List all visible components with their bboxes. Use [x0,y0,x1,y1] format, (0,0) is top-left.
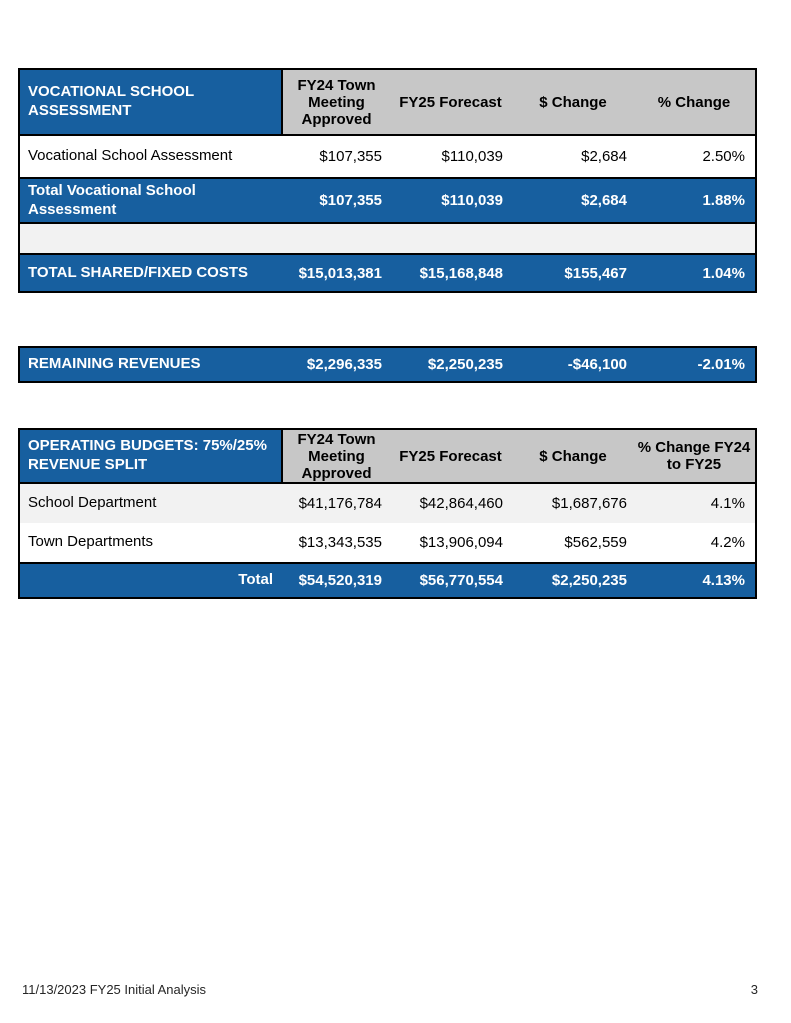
table-row: School Department $41,176,784 $42,864,46… [20,484,755,523]
spacer-row [20,222,755,253]
pct-change-value: 1.04% [702,264,745,282]
column-header-fy24: FY24 Town Meeting Approved [297,430,376,482]
row-label: REMAINING REVENUES [28,355,201,373]
table-header-row: VOCATIONAL SCHOOL ASSESSMENT FY24 Town M… [20,70,755,134]
page-number: 3 [750,982,758,997]
footer-left-text: 11/13/2023 FY25 Initial Analysis [22,982,207,997]
row-label: Total Vocational School Assessment [28,181,196,218]
fy24-value: $15,013,381 [298,264,382,282]
row-label: Vocational School Assessment [28,147,233,165]
pct-change-value: 2.50% [702,148,745,165]
pct-change-value: 1.88% [702,192,745,209]
row-label: TOTAL SHARED/FIXED COSTS [28,263,249,281]
fy24-value: $2,296,335 [306,356,382,373]
table-row: Vocational School Assessment $107,355 $1… [20,134,755,177]
column-header-dollar-change: $ Change [539,447,607,465]
pct-change-value: 4.13% [702,572,745,589]
column-header-dollar-change: $ Change [539,93,607,111]
fy25-value: $110,039 [441,192,503,209]
fy25-value: $56,770,554 [419,572,503,589]
table-title: VOCATIONAL SCHOOL ASSESSMENT [20,70,283,134]
fy24-value: $54,520,319 [298,572,382,589]
row-label: Town Departments [28,533,154,551]
dollar-change-value: $2,684 [581,192,627,209]
remaining-revenues-row: REMAINING REVENUES $2,296,335 $2,250,235… [18,346,757,383]
fy24-value: $13,343,535 [298,534,382,551]
fy25-value: $2,250,235 [427,356,503,373]
column-headers: FY24 Town Meeting Approved FY25 Forecast… [283,430,755,482]
pct-change-value: 4.1% [710,495,745,512]
fy25-value: $13,906,094 [419,534,503,551]
table-row-grand-total: TOTAL SHARED/FIXED COSTS $15,013,381 $15… [20,253,755,291]
dollar-change-value: $1,687,676 [551,495,627,512]
column-header-fy25: FY25 Forecast [399,447,502,465]
operating-budgets-table: OPERATING BUDGETS: 75%/25% REVENUE SPLIT… [18,428,757,599]
pct-change-value: 4.2% [710,534,745,551]
vocational-assessment-table: VOCATIONAL SCHOOL ASSESSMENT FY24 Town M… [18,68,757,293]
fy24-value: $107,355 [319,148,382,165]
dollar-change-value: $562,559 [564,534,627,551]
table-header-row: OPERATING BUDGETS: 75%/25% REVENUE SPLIT… [20,430,755,484]
table-row-subtotal: Total Vocational School Assessment $107,… [20,177,755,222]
dollar-change-value: $155,467 [564,264,627,282]
column-header-fy25: FY25 Forecast [399,93,502,111]
column-header-fy24: FY24 Town Meeting Approved [297,76,376,128]
fy24-value: $107,355 [319,192,382,209]
dollar-change-value: $2,250,235 [551,572,627,589]
fy25-value: $15,168,848 [419,264,503,282]
table-row: Town Departments $13,343,535 $13,906,094… [20,523,755,562]
dollar-change-value: $2,684 [581,148,627,165]
fy25-value: $42,864,460 [419,495,503,512]
column-headers: FY24 Town Meeting Approved FY25 Forecast… [283,70,755,134]
table-row-grand-total: Total $54,520,319 $56,770,554 $2,250,235… [20,562,755,597]
pct-change-value: -2.01% [697,356,745,373]
fy24-value: $41,176,784 [298,495,382,512]
dollar-change-value: -$46,100 [567,356,627,373]
table-title: OPERATING BUDGETS: 75%/25% REVENUE SPLIT [20,430,283,482]
fy25-value: $110,039 [441,148,503,165]
column-header-pct-change: % Change FY24 to FY25 [637,439,751,473]
column-header-pct-change: % Change [657,93,731,111]
row-label: School Department [28,494,157,512]
row-label: Total [238,571,273,589]
page-footer: 11/13/2023 FY25 Initial Analysis 3 [22,982,758,997]
